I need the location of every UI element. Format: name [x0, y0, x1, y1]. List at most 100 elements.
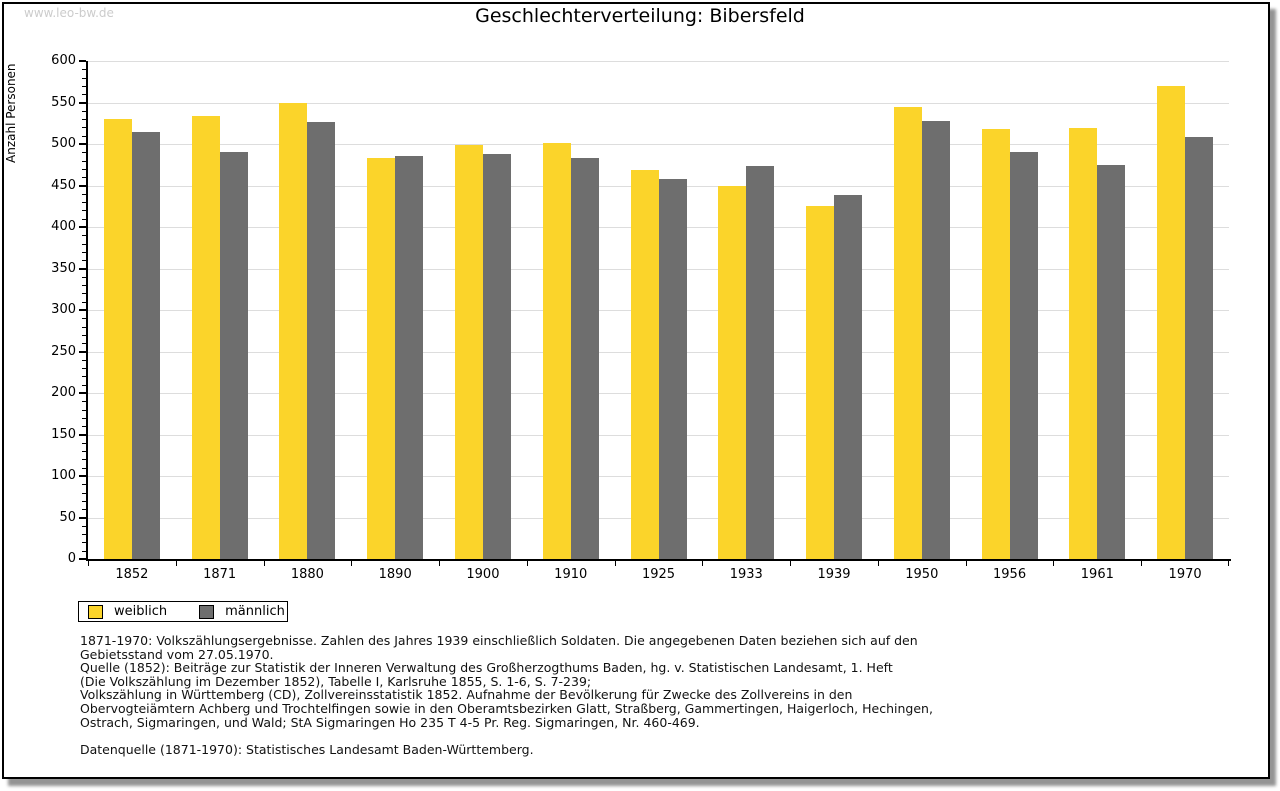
y-tick	[82, 235, 86, 237]
y-gridline	[88, 144, 1229, 145]
x-boundary-tick	[1053, 561, 1055, 566]
y-tick	[79, 392, 86, 394]
y-gridline	[88, 61, 1229, 62]
bar-weiblich	[981, 129, 1010, 559]
bar-maennlich	[1185, 136, 1214, 559]
y-tick	[82, 160, 86, 162]
y-tick-label: 100	[51, 468, 76, 483]
y-tick	[82, 193, 86, 195]
x-axis-ticks	[88, 561, 1229, 566]
y-tick	[82, 152, 86, 154]
y-tick	[82, 276, 86, 278]
x-axis-line	[86, 559, 1231, 561]
y-tick	[79, 475, 86, 477]
footer-datasource: Datenquelle (1871-1970): Statistisches L…	[80, 742, 534, 758]
legend-swatch-maennlich	[199, 604, 215, 619]
bar-weiblich	[454, 144, 483, 559]
y-tick-label: 350	[51, 260, 76, 276]
y-tick-label: 600	[51, 53, 76, 68]
footer-line: Obervogteiämtern Achberg und Trochtelfin…	[80, 700, 933, 716]
y-tick-label: 0	[67, 551, 76, 566]
y-tick	[79, 433, 86, 436]
bar-weiblich	[367, 158, 396, 559]
y-tick	[82, 384, 86, 386]
y-tick	[82, 110, 86, 112]
y-tick-label: 300	[51, 302, 76, 317]
y-tick	[82, 467, 86, 469]
x-boundary-tick	[175, 561, 177, 566]
x-boundary-tick	[439, 561, 441, 566]
x-axis-tick-labels: 1852 1871 1880 1890 1900 1910 1925 1933 1939 1950…	[88, 567, 1229, 585]
y-tick	[82, 94, 86, 96]
bar-maennlich	[1009, 152, 1038, 559]
y-tick	[79, 226, 86, 228]
y-tick	[79, 267, 86, 270]
y-tick	[82, 210, 86, 212]
x-tick-label: 1880	[290, 567, 324, 582]
x-boundary-tick	[702, 561, 704, 566]
y-tick	[82, 500, 86, 502]
y-tick	[82, 376, 86, 378]
x-boundary-tick	[614, 561, 616, 566]
x-boundary-tick	[877, 561, 879, 566]
x-boundary-tick	[526, 561, 528, 566]
y-tick-label: 150	[51, 426, 76, 442]
y-tick	[79, 309, 86, 311]
footer-line: Quelle (1852): Beiträge zur Statistik de…	[80, 660, 893, 676]
y-tick	[82, 202, 86, 204]
y-tick	[82, 359, 86, 361]
y-tick	[79, 350, 86, 353]
y-tick	[82, 442, 86, 444]
y-tick	[79, 558, 86, 560]
x-boundary-tick	[1228, 561, 1229, 566]
footer-line: Gebietsstand vom 27.05.1970.	[80, 646, 274, 662]
bar-maennlich	[658, 178, 687, 559]
legend: weiblich männlich	[78, 601, 288, 622]
bar-weiblich	[191, 115, 220, 559]
x-tick-label: 1852	[115, 567, 149, 582]
y-tick-label: 450	[51, 177, 76, 193]
y-tick	[82, 251, 86, 253]
y-tick	[82, 301, 86, 303]
y-tick	[82, 492, 86, 494]
x-boundary-tick	[965, 561, 967, 566]
x-tick-label: 1890	[378, 567, 412, 582]
x-tick-label: 1933	[729, 567, 763, 582]
bar-weiblich	[718, 185, 747, 559]
bar-weiblich	[630, 169, 659, 559]
y-tick	[82, 525, 86, 527]
footer-line: Ostrach, Sigmaringen, und Wald; StA Sigm…	[80, 714, 700, 730]
bar-maennlich	[395, 155, 424, 559]
y-tick	[82, 218, 86, 220]
footer-line: 1871-1970: Volkszählungsergebnisse. Zahl…	[80, 633, 918, 648]
bar-weiblich	[1157, 85, 1186, 559]
bar-weiblich	[542, 143, 571, 559]
x-tick-label: 1950	[905, 567, 939, 582]
y-tick	[79, 516, 86, 519]
bar-maennlich	[1097, 164, 1126, 559]
x-boundary-tick	[1141, 561, 1143, 566]
plot-area	[88, 61, 1229, 559]
footer-line: Volkszählung in Württemberg (CD), Zollve…	[80, 687, 853, 703]
y-tick	[82, 77, 86, 79]
y-tick	[82, 177, 86, 179]
footer-line: (Die Volkszählung im Dezember 1852), Tab…	[80, 673, 592, 689]
bar-maennlich	[307, 122, 336, 559]
y-tick	[82, 368, 86, 370]
bar-maennlich	[834, 195, 863, 559]
y-tick	[82, 451, 86, 453]
x-tick-label: 1925	[641, 567, 676, 582]
y-axis-ticks	[79, 60, 86, 560]
y-tick-label: 200	[51, 385, 76, 400]
legend-swatch-weiblich	[88, 604, 103, 619]
x-tick-label: 1939	[817, 567, 851, 582]
y-tick	[79, 101, 86, 104]
y-tick	[82, 119, 86, 121]
y-tick-label: 550	[51, 94, 76, 110]
y-tick	[82, 343, 86, 345]
x-tick-label: 1900	[466, 567, 500, 582]
y-tick	[82, 127, 86, 129]
x-tick-label: 1956	[993, 567, 1027, 582]
y-tick	[82, 168, 86, 170]
bar-maennlich	[746, 166, 775, 559]
